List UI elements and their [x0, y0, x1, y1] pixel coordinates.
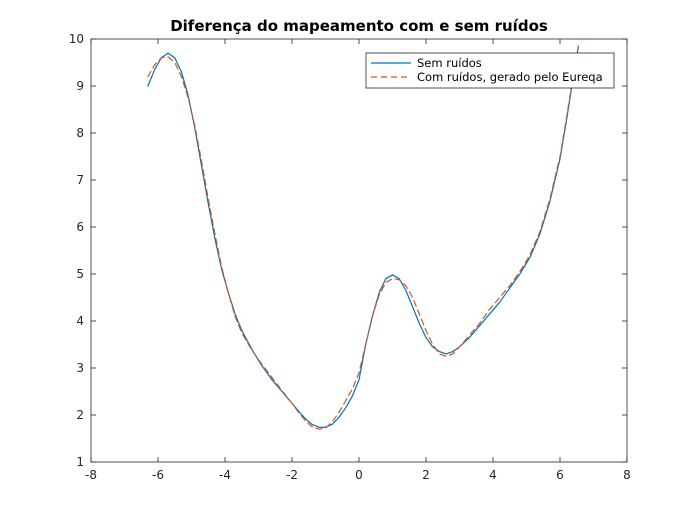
y-tick-label: 6 — [76, 220, 84, 234]
y-tick-label: 5 — [76, 267, 84, 281]
x-tick-label: 0 — [355, 468, 363, 482]
legend: Sem ruídos Com ruídos, gerado pelo Eureq… — [365, 52, 615, 89]
legend-box — [365, 52, 615, 89]
series-line-1 — [147, 45, 580, 430]
y-axis: 1 2 3 4 5 6 7 8 9 10 — [69, 32, 627, 469]
plot-area — [90, 38, 628, 463]
x-tick-label: 4 — [489, 468, 497, 482]
y-tick-label: 9 — [76, 79, 84, 93]
series-line-0 — [147, 45, 580, 428]
x-tick-label: -2 — [286, 468, 298, 482]
legend-label-sem-ruidos: Sem ruídos — [417, 56, 482, 70]
y-tick-label: 4 — [76, 314, 84, 328]
x-axis: -8 -6 -4 -2 0 2 4 6 8 — [85, 39, 631, 482]
y-tick-label: 8 — [76, 126, 84, 140]
legend-label-com-ruidos: Com ruídos, gerado pelo Eureqa — [417, 70, 603, 84]
chart-title: Diferença do mapeamento com e sem ruídos — [170, 17, 548, 35]
y-tick-label: 7 — [76, 173, 84, 187]
series-layer — [147, 45, 580, 430]
y-tick-label: 2 — [76, 408, 84, 422]
x-tick-label: -4 — [219, 468, 231, 482]
y-tick-label: 3 — [76, 361, 84, 375]
x-tick-label: 2 — [422, 468, 430, 482]
x-tick-label: 8 — [623, 468, 631, 482]
y-tick-label: 10 — [69, 32, 84, 46]
y-tick-label: 1 — [76, 455, 84, 469]
x-tick-label: -8 — [85, 468, 97, 482]
x-tick-label: -6 — [152, 468, 164, 482]
x-tick-label: 6 — [556, 468, 564, 482]
